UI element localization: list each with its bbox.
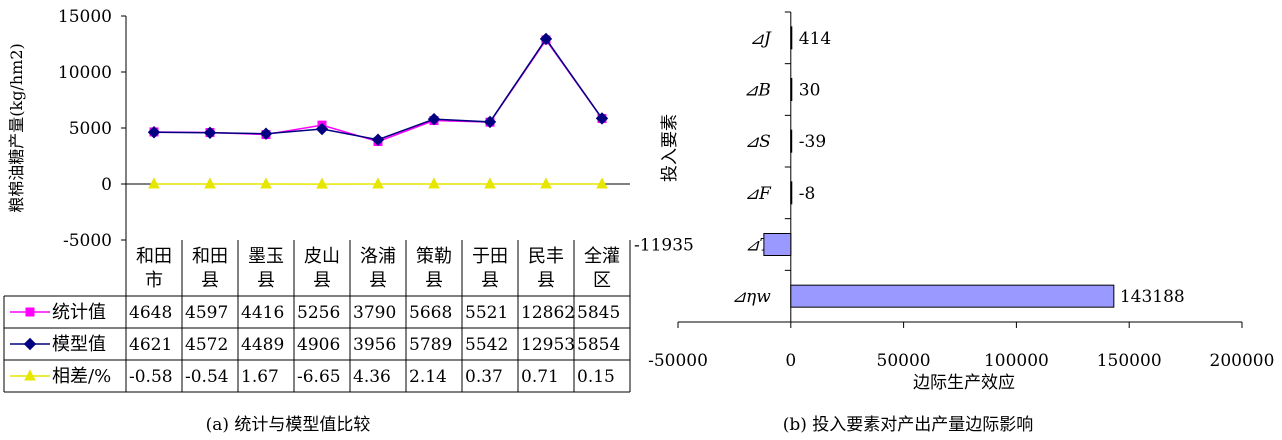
table-cell: 4416 xyxy=(241,303,284,323)
bar xyxy=(791,130,792,152)
table-cell: -0.58 xyxy=(129,367,173,387)
table-cell: 4597 xyxy=(185,303,228,323)
category-label: 全灌 xyxy=(584,246,620,267)
x-axis-label: 边际生产效应 xyxy=(913,373,1015,393)
bar-value-label: 143188 xyxy=(1120,287,1185,307)
category-label: 县 xyxy=(425,270,443,291)
category-label: 和田 xyxy=(192,246,228,267)
y-tick-labels: 15000 10000 5000 0 -5000 xyxy=(58,7,112,251)
bar xyxy=(791,182,792,204)
table-cell: 5845 xyxy=(577,303,620,323)
category-label: 县 xyxy=(201,270,219,291)
table-cell: 4.36 xyxy=(353,367,391,387)
category-labels: ⊿J⊿B⊿S⊿F⊿T⊿ηw xyxy=(732,29,773,307)
table-cell: 12953 xyxy=(521,335,575,355)
table-cell: 4648 xyxy=(129,303,172,323)
bars: 414 30 -39 -8 -11935 143188 xyxy=(634,27,1185,307)
category-label: 县 xyxy=(313,270,331,291)
table-cell: 5668 xyxy=(409,303,452,323)
category-label: ⊿S xyxy=(745,132,771,152)
bar xyxy=(791,285,1114,307)
data-point xyxy=(541,178,551,188)
table-cell: 2.14 xyxy=(409,367,447,387)
legend-marker xyxy=(25,339,36,350)
y-axis-label: 粮棉油糖产量(kg/hm2) xyxy=(7,43,26,212)
x-tick-label: -50000 xyxy=(648,351,708,371)
data-point xyxy=(373,178,383,188)
data-point xyxy=(261,178,271,188)
table-cell: 0.71 xyxy=(521,367,559,387)
table-cell: 5789 xyxy=(409,335,452,355)
category-label: 区 xyxy=(593,270,611,291)
category-label: 墨玉 xyxy=(248,246,284,267)
table-cell: 5542 xyxy=(465,335,508,355)
y-tick-label: 0 xyxy=(101,175,112,195)
category-label: 策勒 xyxy=(416,246,452,267)
bar xyxy=(791,27,792,49)
legend-label: 统计值 xyxy=(52,302,106,323)
table-cell: 5854 xyxy=(577,335,620,355)
y-axis-label-b: 投入要素 xyxy=(660,114,680,182)
category-label: 县 xyxy=(257,270,275,291)
category-label: ⊿J xyxy=(750,29,772,49)
x-tick-label: 0 xyxy=(785,351,796,371)
legend-label: 模型值 xyxy=(52,334,106,355)
x-tick-label: 50000 xyxy=(877,351,931,371)
table-cell: -6.65 xyxy=(297,367,341,387)
bar-value-label: 414 xyxy=(799,29,831,49)
category-label: 县 xyxy=(481,270,499,291)
table-cell: 4489 xyxy=(241,335,284,355)
x-tick-label: 200000 xyxy=(1210,351,1275,371)
table-cell: 1.67 xyxy=(241,367,279,387)
category-label: 皮山 xyxy=(304,246,340,267)
legend-marker xyxy=(26,308,34,316)
legend-label: 相差/% xyxy=(52,366,111,387)
table-cell: 5256 xyxy=(297,303,340,323)
category-label: 县 xyxy=(369,270,387,291)
category-label: 于田 xyxy=(472,246,508,267)
x-tick-label: 150000 xyxy=(1097,351,1162,371)
y-tick-label: 15000 xyxy=(58,7,112,27)
table-cell: 0.37 xyxy=(465,367,503,387)
y-tick-label: -5000 xyxy=(63,231,112,251)
category-label: 和田 xyxy=(136,246,172,267)
bar-value-label: -39 xyxy=(799,132,826,152)
bar xyxy=(791,79,792,101)
bar-chart-axes xyxy=(678,12,1242,328)
category-label: 市 xyxy=(145,270,163,291)
x-tick-label: 100000 xyxy=(984,351,1049,371)
bar-value-label: -11935 xyxy=(634,236,694,256)
table-cell: 0.15 xyxy=(577,367,615,387)
bar-value-label: 30 xyxy=(799,81,821,101)
y-tick-label: 5000 xyxy=(69,119,112,139)
series-line-2 xyxy=(154,39,602,140)
category-label: 民丰 xyxy=(528,246,564,267)
table-cell: -0.54 xyxy=(185,367,229,387)
caption-a: (a) 统计与模型值比较 xyxy=(206,415,371,435)
table-cell: 4906 xyxy=(297,335,340,355)
table-cell: 3790 xyxy=(353,303,396,323)
table-cell: 4572 xyxy=(185,335,228,355)
series-lines xyxy=(149,33,608,188)
category-label: ⊿F xyxy=(745,184,772,204)
category-label: 县 xyxy=(537,270,555,291)
y-tick-label: 10000 xyxy=(58,63,112,83)
category-label: ⊿ηw xyxy=(732,287,771,307)
bar xyxy=(764,234,791,256)
caption-b: (b) 投入要素对产出产量边际影响 xyxy=(783,415,1034,435)
table-cell: 3956 xyxy=(353,335,396,355)
category-label: ⊿B xyxy=(744,81,771,101)
bar-value-label: -8 xyxy=(799,184,816,204)
table-cell: 5521 xyxy=(465,303,508,323)
table-cell: 4621 xyxy=(129,335,172,355)
category-label: 洛浦 xyxy=(360,246,396,267)
x-tick-labels: -50000 0 50000 100000 150000 200000 xyxy=(648,351,1274,371)
table-cell: 12862 xyxy=(521,303,575,323)
